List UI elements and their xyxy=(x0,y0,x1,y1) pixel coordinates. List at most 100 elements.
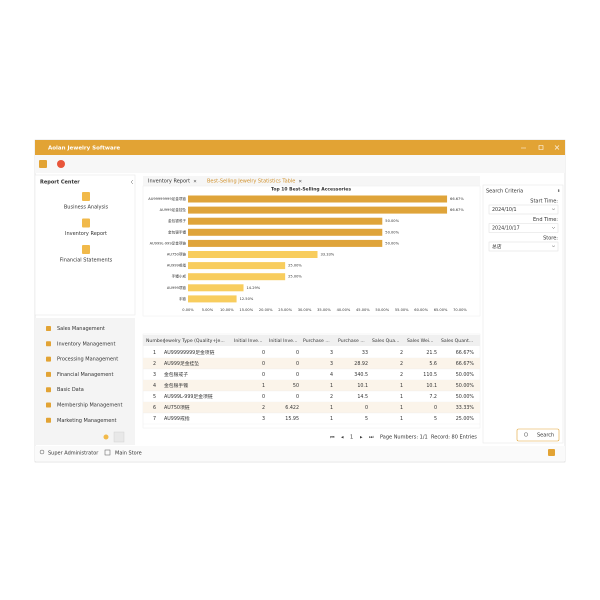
value-label: 25.00% xyxy=(288,275,302,279)
field-input[interactable] xyxy=(488,241,559,252)
column-header[interactable]: Purchase ... xyxy=(338,338,365,344)
value-label: 33.33% xyxy=(321,253,335,257)
table-cell: 0 xyxy=(296,361,299,367)
x-tick-label: 0.00% xyxy=(182,308,194,312)
menu-item[interactable]: Marketing Management xyxy=(57,418,116,424)
table-cell: AU750项链 xyxy=(164,404,190,411)
collapse-button[interactable] xyxy=(130,179,134,185)
value-label: 66.67% xyxy=(450,208,464,212)
value-label: 50.00% xyxy=(385,230,399,234)
table-cell: 1 xyxy=(153,350,156,356)
menu-item[interactable]: Inventory Management xyxy=(57,341,115,347)
table-cell: AU999足金挂坠 xyxy=(164,360,199,367)
first-page[interactable]: ⏮ xyxy=(330,435,335,441)
table-cell: 5 xyxy=(434,416,437,422)
report-link[interactable]: Inventory Report xyxy=(65,231,107,237)
search-collapse[interactable]: ⇟ xyxy=(557,188,560,193)
table-cell: 6.422 xyxy=(285,405,299,411)
x-tick-label: 20.00% xyxy=(259,308,273,312)
menu-item[interactable]: Financial Management xyxy=(57,372,113,378)
table-cell: 1 xyxy=(330,405,333,411)
settings-icon[interactable] xyxy=(103,434,109,440)
menu-item[interactable]: Membership Management xyxy=(57,403,122,409)
last-page[interactable]: ⏭ xyxy=(369,435,374,441)
notification-icon[interactable] xyxy=(548,449,555,456)
report-icon[interactable] xyxy=(82,245,90,254)
window-controls[interactable] xyxy=(521,145,560,150)
search-button[interactable] xyxy=(516,428,560,442)
table-cell: 340.5 xyxy=(354,372,368,378)
page-number[interactable]: 1 xyxy=(350,435,353,441)
report-link[interactable]: Business Analysis xyxy=(64,205,109,211)
column-header[interactable]: Number xyxy=(146,338,165,344)
prev-page[interactable]: ◂ xyxy=(341,435,344,441)
bar xyxy=(188,273,286,281)
status-store: Main Store xyxy=(115,451,142,457)
tab-active[interactable]: Best-Selling Jewelry Statistics Table xyxy=(207,179,295,185)
menu-item[interactable]: Processing Management xyxy=(57,357,118,363)
menu-icon xyxy=(46,417,51,423)
dropdown-arrow[interactable] xyxy=(551,245,556,248)
x-tick-label: 65.00% xyxy=(434,308,448,312)
report-link[interactable]: Financial Statements xyxy=(60,258,113,264)
row-stripe xyxy=(143,380,480,391)
status-user: Super Administrator xyxy=(48,451,99,457)
tab[interactable]: Inventory Report xyxy=(148,179,190,185)
table-cell: AU999L-999足金项链 xyxy=(164,393,213,400)
table-cell: 5.6 xyxy=(429,361,437,367)
value-label: 50.00% xyxy=(385,219,399,223)
column-header[interactable]: Jewelry Type (Quality+Je... xyxy=(163,338,225,344)
tab-close[interactable]: × xyxy=(298,179,302,185)
report-icon[interactable] xyxy=(82,192,90,201)
menu-item[interactable]: Sales Management xyxy=(57,326,105,332)
table-cell: 3 xyxy=(330,350,333,356)
dropdown-arrow[interactable] xyxy=(551,226,556,229)
column-header[interactable]: Purchase ... xyxy=(303,338,330,344)
category-label: AU999项链 xyxy=(167,285,187,290)
search-button-label[interactable]: Search xyxy=(537,433,554,439)
field-value[interactable]: 2024/10/17 xyxy=(492,226,520,232)
bar xyxy=(188,217,383,225)
table-cell: 28.92 xyxy=(354,361,368,367)
field-input[interactable] xyxy=(488,204,559,215)
table-cell: 2 xyxy=(400,361,403,367)
table-cell: 1 xyxy=(400,383,403,389)
search-title: Search Criteria xyxy=(486,189,523,195)
table-cell: 0 xyxy=(434,405,437,411)
field-value[interactable]: 总店 xyxy=(492,243,502,250)
dropdown-arrow[interactable] xyxy=(551,208,556,211)
report-icon[interactable] xyxy=(82,218,90,228)
tab-close[interactable]: × xyxy=(193,179,197,185)
home-button[interactable] xyxy=(39,160,47,168)
column-header[interactable]: Initial Inve... xyxy=(269,338,297,344)
panel-title: Report Center xyxy=(40,180,80,186)
next-page[interactable]: ▸ xyxy=(360,435,363,441)
chart-title: Top 10 Best-Selling Accessories xyxy=(271,187,351,193)
table-cell: 50 xyxy=(293,383,299,389)
category-label: AU750项链 xyxy=(167,252,187,257)
column-header[interactable]: Initial Inve... xyxy=(234,338,262,344)
table-cell: 14.5 xyxy=(357,394,368,400)
column-header[interactable]: Sales Quant... xyxy=(441,338,473,344)
table-header xyxy=(143,335,480,346)
value-label: 14.29% xyxy=(247,286,261,290)
field-value[interactable]: 2024/10/1 xyxy=(492,207,517,213)
menu-item[interactable]: Basic Data xyxy=(57,387,84,393)
table-cell: 5 xyxy=(365,416,368,422)
field-input[interactable] xyxy=(488,223,559,233)
record-count: Record: 80 Entries xyxy=(431,435,477,441)
bar xyxy=(188,206,448,214)
column-header[interactable]: Sales Qua... xyxy=(372,338,399,344)
grid-view-button[interactable] xyxy=(113,431,125,443)
table-cell: 50.00% xyxy=(456,372,475,378)
category-label: AU999戒指 xyxy=(167,263,187,268)
close-all-button[interactable] xyxy=(57,160,65,168)
x-tick-label: 50.00% xyxy=(375,308,389,312)
table-cell: 110.5 xyxy=(423,372,437,378)
field-label: Store: xyxy=(543,236,558,242)
table-cell: 金包银手镯 xyxy=(164,382,188,389)
category-label: 手镯小戒 xyxy=(172,274,187,279)
column-header[interactable]: Sales Wei... xyxy=(407,338,433,344)
page-numbers: Page Numbers: 1/1 xyxy=(380,435,428,441)
